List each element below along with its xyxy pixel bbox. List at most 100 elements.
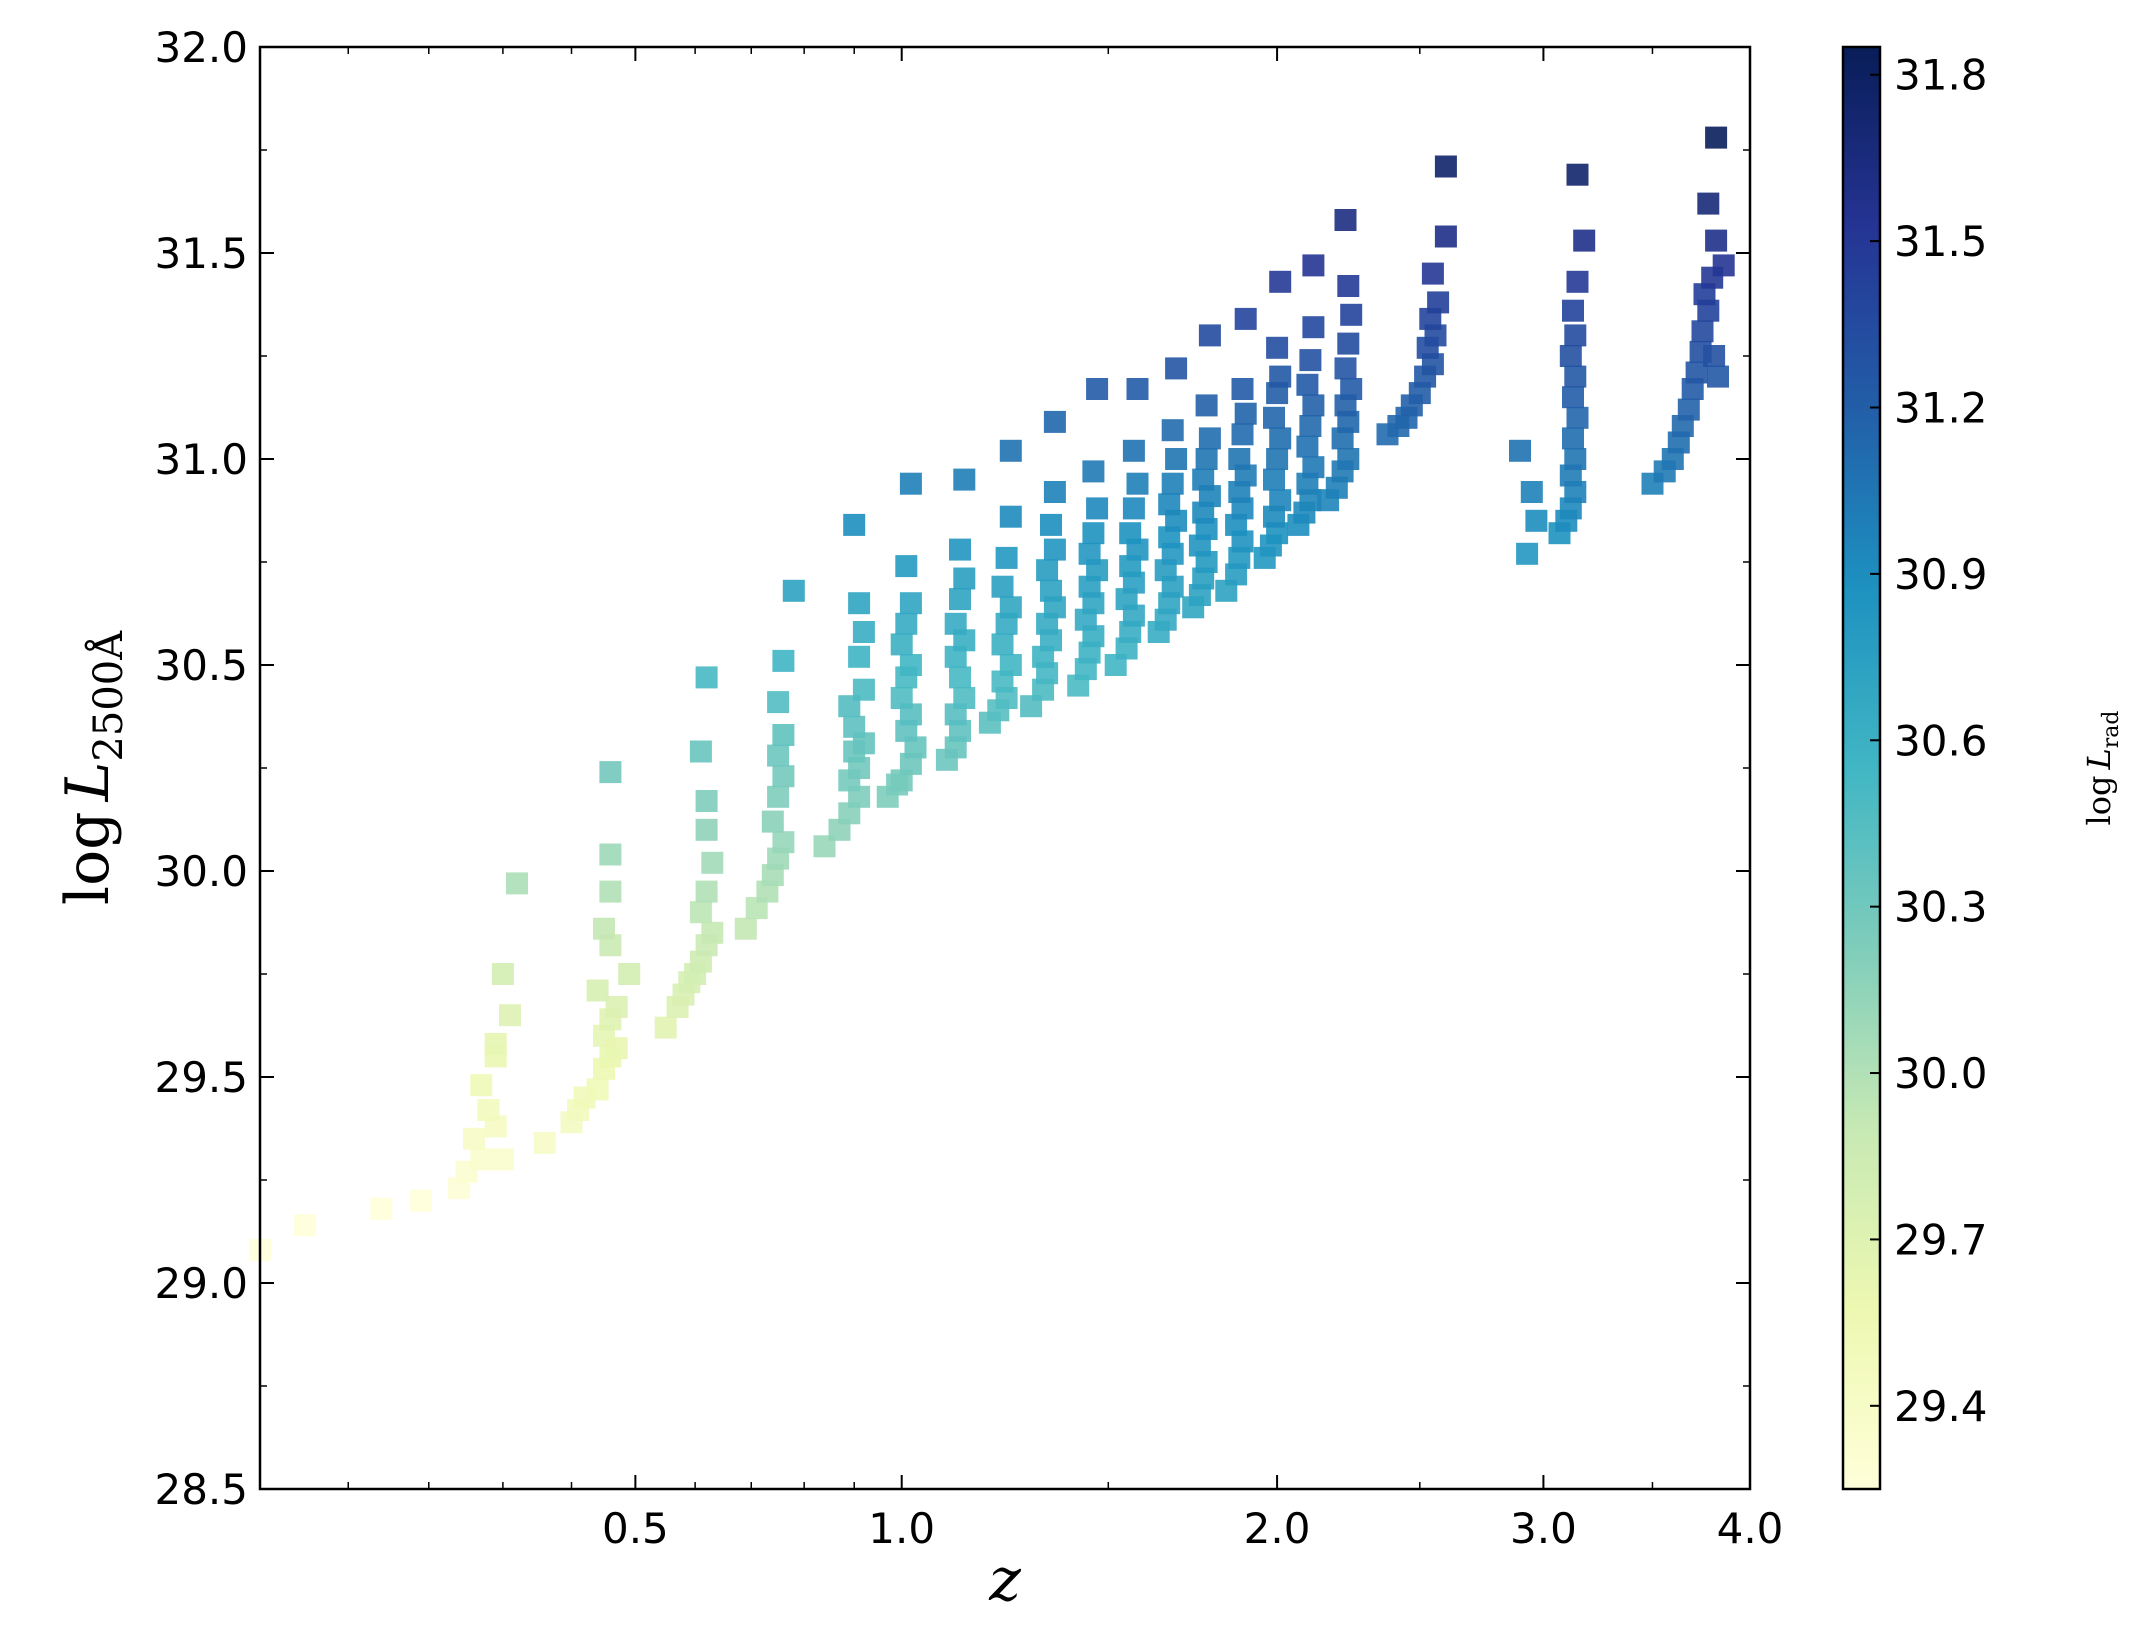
data-point	[695, 666, 718, 689]
data-point	[1266, 336, 1289, 359]
data-point	[995, 546, 1018, 569]
y-tick-label: 32.0	[154, 23, 248, 72]
data-point	[1705, 229, 1728, 252]
data-point	[1562, 386, 1584, 409]
data-point	[852, 621, 875, 643]
data-point	[1525, 509, 1548, 532]
data-point	[767, 785, 790, 808]
data-point	[605, 1037, 628, 1060]
data-point	[761, 810, 784, 833]
x-axis-label: z	[988, 1545, 1021, 1615]
colorbar-tick-label: 31.2	[1894, 384, 1988, 433]
data-point	[734, 917, 757, 940]
data-point	[949, 538, 971, 561]
data-point	[1192, 468, 1215, 491]
data-point	[1685, 361, 1708, 384]
data-point	[1296, 435, 1319, 458]
colorbar-tick-label: 30.3	[1894, 883, 1988, 932]
data-point	[772, 649, 795, 672]
data-point	[991, 633, 1014, 656]
data-point	[1566, 406, 1589, 429]
colorbar-label: logLrad	[2080, 711, 2124, 826]
data-point	[695, 880, 718, 903]
data-point	[848, 592, 871, 615]
data-point	[1302, 394, 1325, 417]
data-point	[772, 831, 795, 854]
data-point	[506, 872, 528, 895]
data-point	[843, 715, 866, 738]
data-point	[1165, 357, 1188, 380]
data-point	[1082, 522, 1105, 545]
data-point	[294, 1214, 317, 1237]
x-tick-label: 2.0	[1244, 1504, 1311, 1553]
x-tick-label: 4.0	[1717, 1504, 1784, 1553]
data-point	[1234, 307, 1257, 330]
y-tick-label: 30.5	[154, 641, 248, 690]
data-point	[1195, 448, 1218, 470]
data-point	[949, 666, 971, 689]
data-point	[1119, 522, 1142, 545]
y-tick-label: 28.5	[154, 1465, 248, 1514]
data-point	[593, 917, 615, 940]
data-point	[1334, 209, 1357, 231]
data-point	[843, 513, 866, 536]
axes: 28.5 29.0 29.5 30.0 30.5 31.0 31.5 32.0 0.5 1.0 2.…	[53, 23, 1783, 1615]
data-point	[953, 468, 976, 491]
data-point	[1122, 497, 1145, 520]
data-point	[1269, 365, 1292, 388]
data-point	[1231, 423, 1254, 446]
data-point	[695, 818, 718, 841]
data-point	[463, 1127, 485, 1150]
data-point	[1082, 460, 1105, 483]
data-point	[1263, 468, 1285, 491]
x-tick-label: 0.5	[602, 1504, 669, 1553]
data-point	[1566, 163, 1589, 186]
data-point	[618, 963, 641, 985]
data-point	[370, 1197, 393, 1220]
data-point	[852, 678, 875, 701]
data-point	[999, 439, 1022, 462]
data-point	[1040, 513, 1062, 536]
y-axis-label: logL2500Å	[53, 630, 132, 905]
data-point	[772, 765, 795, 788]
data-point	[1269, 489, 1292, 512]
data-point	[1198, 427, 1221, 450]
data-point	[944, 612, 967, 635]
data-point	[1036, 559, 1059, 582]
data-point	[848, 645, 871, 668]
data-point	[772, 724, 795, 746]
data-point	[654, 1016, 677, 1039]
data-point	[1562, 427, 1584, 450]
data-point	[586, 979, 609, 1002]
colorbar-tick-label: 30.6	[1894, 716, 1988, 765]
data-point	[1299, 349, 1322, 372]
data-point	[1195, 394, 1218, 417]
data-point	[1198, 324, 1221, 347]
data-point	[484, 1033, 507, 1055]
data-point	[1269, 270, 1292, 293]
data-point	[1516, 542, 1539, 565]
data-point	[1340, 378, 1363, 400]
x-tick-label: 3.0	[1510, 1504, 1577, 1553]
data-point	[1086, 497, 1109, 520]
data-point	[1337, 275, 1360, 297]
data-point	[1122, 439, 1145, 462]
data-point	[586, 1078, 609, 1101]
data-point	[599, 880, 622, 903]
data-point	[953, 687, 976, 709]
data-point	[1161, 419, 1184, 442]
data-point	[1228, 448, 1251, 470]
data-point	[477, 1099, 500, 1121]
colorbar: 29.4 29.7 30.0 30.3 30.6 30.9 31.2 31.5 31.8 logL…	[1841, 45, 2124, 1491]
colorbar-tick-label: 30.0	[1894, 1049, 1988, 1098]
data-point	[470, 1074, 493, 1097]
data-point	[1573, 229, 1596, 252]
data-point	[1296, 373, 1319, 396]
data-point	[1562, 299, 1584, 322]
colorbar-tick-label: 30.9	[1894, 550, 1988, 599]
data-point	[1509, 439, 1531, 462]
data-point	[782, 579, 805, 602]
colorbar-tick-label: 29.7	[1894, 1215, 1988, 1264]
colorbar-tick-label: 29.4	[1894, 1382, 1988, 1431]
